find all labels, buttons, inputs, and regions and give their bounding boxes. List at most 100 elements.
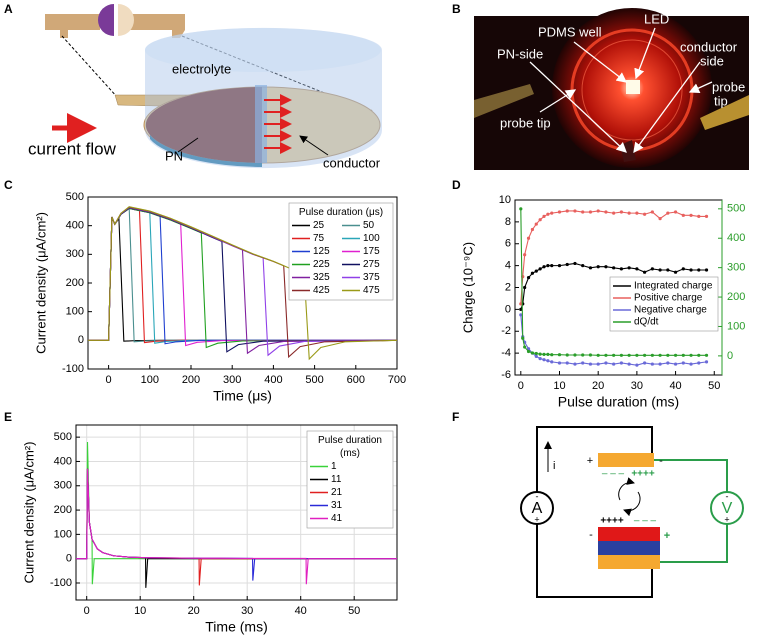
- data-point: [604, 353, 608, 357]
- data-point: [673, 210, 678, 214]
- data-point: [627, 362, 631, 366]
- data-point: [643, 353, 647, 357]
- circuit-label: A: [532, 500, 543, 517]
- data-point: [588, 266, 593, 270]
- data-point: [635, 211, 639, 215]
- photo-label: LED: [644, 11, 669, 26]
- x-axis-title: Time (μs): [213, 388, 272, 404]
- data-point: [689, 268, 693, 272]
- data-point: [604, 210, 608, 214]
- data-point: [581, 361, 585, 365]
- data-point: [546, 212, 550, 216]
- data-point: [627, 266, 631, 270]
- data-point: [581, 264, 585, 268]
- data-point: [635, 353, 639, 357]
- circuit-label: -: [726, 491, 729, 501]
- y-tick-label: 400: [66, 220, 84, 232]
- circuit-label: V: [722, 500, 733, 517]
- data-point: [557, 361, 562, 365]
- data-point: [635, 267, 639, 271]
- diagram-label: electrolyte: [172, 61, 231, 76]
- photo-label: side: [700, 53, 724, 68]
- y2-tick-label: 200: [727, 291, 745, 303]
- photo: PDMS well LED PN-side conductor side pro…: [474, 8, 749, 170]
- data-point: [604, 361, 608, 365]
- y-tick-label: 4: [505, 260, 511, 272]
- circuit-label: -: [536, 491, 539, 501]
- legend-label: 125: [313, 246, 330, 257]
- data-point: [627, 353, 631, 357]
- x-tick-label: 50: [708, 380, 720, 392]
- data-point: [612, 266, 616, 270]
- legend-title: Pulse duration: [318, 435, 382, 446]
- data-point: [704, 214, 709, 219]
- legend-label: Positive charge: [634, 293, 703, 304]
- data-point: [658, 216, 662, 221]
- x-tick-label: 10: [134, 605, 146, 617]
- data-point: [650, 353, 654, 357]
- data-point: [681, 361, 685, 365]
- y-tick-label: 300: [66, 248, 84, 260]
- data-point: [538, 352, 542, 356]
- data-point: [689, 213, 693, 217]
- device-diagram: electrolyte current flow PN conductor: [28, 4, 382, 170]
- diagram-label: current flow: [28, 139, 117, 158]
- data-point: [704, 268, 709, 272]
- y2-tick-label: 400: [727, 232, 745, 244]
- data-point: [534, 269, 538, 273]
- diagram-label: conductor: [323, 155, 381, 170]
- data-point: [650, 210, 654, 214]
- x-tick-label: 50: [348, 605, 360, 617]
- y-tick-label: 100: [54, 528, 72, 540]
- legend-label: 1: [331, 461, 337, 472]
- data-point: [658, 268, 662, 272]
- circuit-label: -: [589, 529, 593, 541]
- data-point: [658, 362, 662, 366]
- data-point: [643, 361, 647, 365]
- circuit-diagram: i A - + V - + + - – – – ++++ - + ++++ – …: [520, 426, 744, 598]
- data-point: [581, 210, 585, 214]
- data-point: [573, 353, 577, 357]
- data-point: [538, 267, 542, 271]
- y-tick-label: 200: [54, 504, 72, 516]
- data-point: [612, 211, 616, 215]
- panel-label: C: [4, 178, 13, 192]
- photo-label: tip: [714, 93, 728, 108]
- y-axis-title: Current density (μA/cm²): [21, 442, 36, 584]
- x-tick-label: 600: [347, 374, 365, 386]
- data-point: [704, 360, 709, 364]
- x-tick-label: 10: [553, 380, 565, 392]
- x-tick-label: 200: [182, 374, 200, 386]
- data-point: [565, 209, 569, 213]
- y2-tick-label: 100: [727, 320, 745, 332]
- y-tick-label: 500: [54, 431, 72, 443]
- data-point: [550, 353, 554, 357]
- data-point: [596, 265, 600, 269]
- data-point: [612, 362, 616, 366]
- data-point: [557, 353, 562, 357]
- data-point: [550, 360, 554, 364]
- photo-label: PN-side: [497, 46, 543, 61]
- x-tick-label: 500: [305, 374, 323, 386]
- y-tick-label: 2: [505, 281, 511, 293]
- circuit-label: +: [664, 530, 670, 542]
- data-point: [596, 209, 600, 213]
- data-point: [538, 218, 542, 222]
- data-point: [573, 261, 577, 266]
- data-point: [573, 209, 577, 213]
- data-point: [542, 214, 546, 219]
- panel-label: B: [452, 2, 461, 16]
- data-point: [673, 270, 678, 274]
- y-tick-label: 0: [66, 553, 72, 565]
- panel-label: D: [452, 178, 461, 192]
- y-tick-label: 100: [66, 306, 84, 318]
- data-point: [557, 210, 562, 214]
- y-tick-label: 8: [505, 216, 511, 228]
- data-point: [689, 362, 693, 366]
- legend-label: 325: [313, 272, 330, 283]
- legend-label: 175: [363, 246, 380, 257]
- data-point: [546, 264, 550, 268]
- data-point: [588, 353, 593, 357]
- photo-label: probe tip: [500, 115, 551, 130]
- legend-label: dQ/dt: [634, 317, 659, 328]
